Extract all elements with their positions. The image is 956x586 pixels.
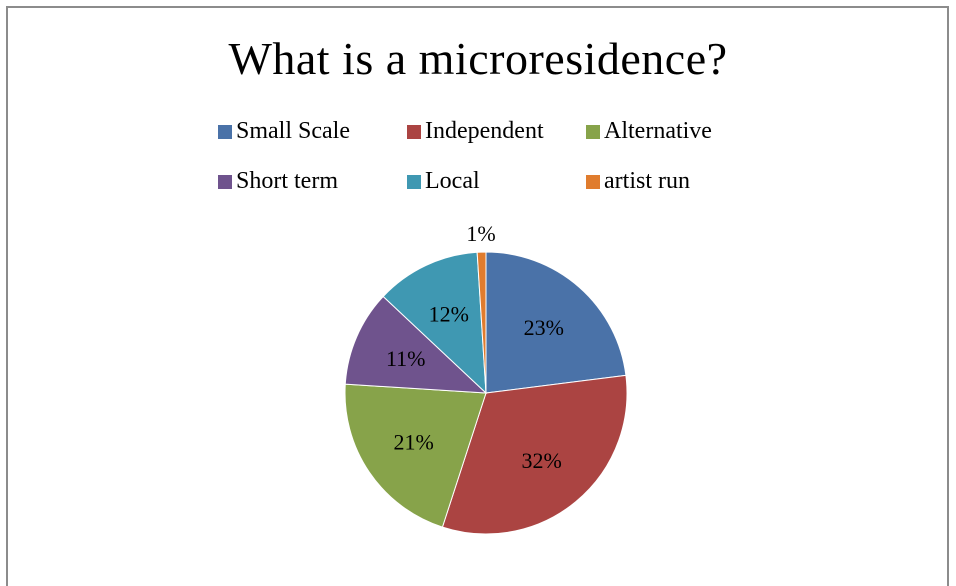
chart-legend: Small Scale Independent Alternative Shor… [0,0,956,200]
legend-item-artist-run: artist run [586,168,690,195]
legend-item-local: Local [407,168,480,195]
slice-label-local: 12% [429,301,469,326]
legend-item-independent: Independent [407,118,544,145]
pie-slice-short-term [344,295,488,394]
slice-label-artist-run: 1% [466,221,495,246]
legend-swatch-independent [407,124,421,139]
slice-label-short-term: 11% [386,346,426,371]
legend-label-alternative: Alternative [604,118,712,144]
legend-swatch-artist-run [586,174,600,189]
legend-label-local: Local [425,168,480,194]
chart-title: What is a microresidence? [228,33,728,84]
legend-label-small-scale: Small Scale [236,118,350,144]
legend-swatch-small-scale [218,124,232,139]
slice-label-alternative: 21% [394,430,434,455]
legend-item-small-scale: Small Scale [218,118,350,145]
legend-label-artist-run: artist run [604,168,690,194]
legend-swatch-alternative [586,124,600,139]
legend-item-short-term: Short term [218,168,338,195]
legend-swatch-short-term [218,174,232,189]
pie-slice-independent [441,374,628,535]
slice-label-small-scale: 23% [524,315,564,340]
legend-item-alternative: Alternative [586,118,712,145]
pie-slice-alternative [344,383,487,528]
legend-swatch-local [407,174,421,189]
legend-label-short-term: Short term [236,168,338,194]
pie-slice-small-scale [485,251,627,394]
pie-slice-local [382,251,487,395]
legend-label-independent: Independent [425,118,544,144]
pie-slice-artist-run [476,251,487,394]
slice-label-independent: 32% [522,448,562,473]
